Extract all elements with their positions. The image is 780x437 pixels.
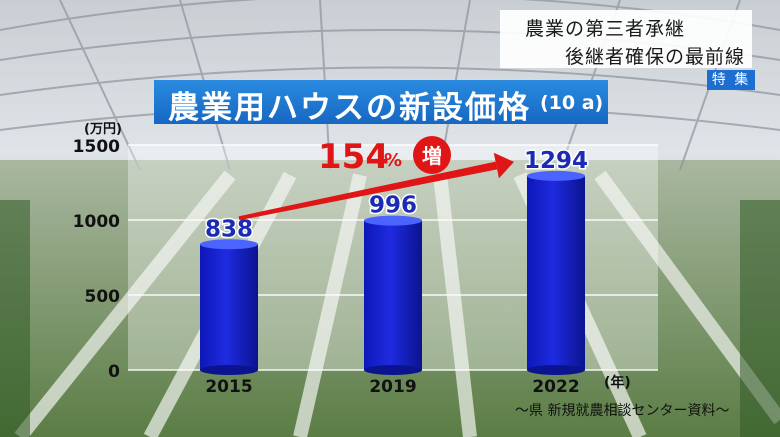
y-tick-label: 1500 [73,137,120,157]
chart-title: 農業用ハウスの新設価格 [168,90,531,126]
headline-box [500,10,752,68]
bar-2015 [200,239,258,375]
bar-2019 [364,215,422,375]
feature-badge: 特 集 [707,70,755,90]
bar-body [527,175,585,370]
chart-title-bar [154,80,608,124]
y-tick-label: 1000 [73,212,120,232]
chart-title-area: (10 a) [540,92,604,114]
trend-arrow-shaft [238,161,498,221]
increase-percent-unit: % [384,150,402,171]
headline-line-2: 後継者確保の最前線 [565,46,746,68]
x-tick-label: 2022 [532,377,579,397]
bar-2022 [527,170,585,375]
trend-arrow-head [493,152,514,179]
y-tick-label: 0 [108,362,120,382]
y-axis-unit-label: (万円) [84,122,122,137]
bar-cap [527,170,585,181]
data-label: 996 [369,193,417,219]
bar-base [200,365,258,375]
bar-cap [364,215,422,226]
x-axis-unit-label: (年) [604,374,631,391]
y-tick-label: 500 [85,287,121,307]
data-label: 1294 [524,148,588,174]
increase-badge-text: 増 [422,144,442,168]
headline-line-1: 農業の第三者承継 [525,18,686,40]
data-label: 838 [205,216,253,242]
bar-body [364,220,422,370]
bar-base [527,365,585,375]
bar-body [200,244,258,370]
trend-arrow [238,152,514,221]
increase-badge [413,136,451,174]
increase-percent-value: 154 [318,137,389,177]
data-source: ～県 新規就農相談センター資料～ [515,403,730,419]
bar-cap [200,239,258,250]
x-tick-label: 2015 [205,377,252,397]
x-tick-label: 2019 [369,377,416,397]
bar-base [364,365,422,375]
